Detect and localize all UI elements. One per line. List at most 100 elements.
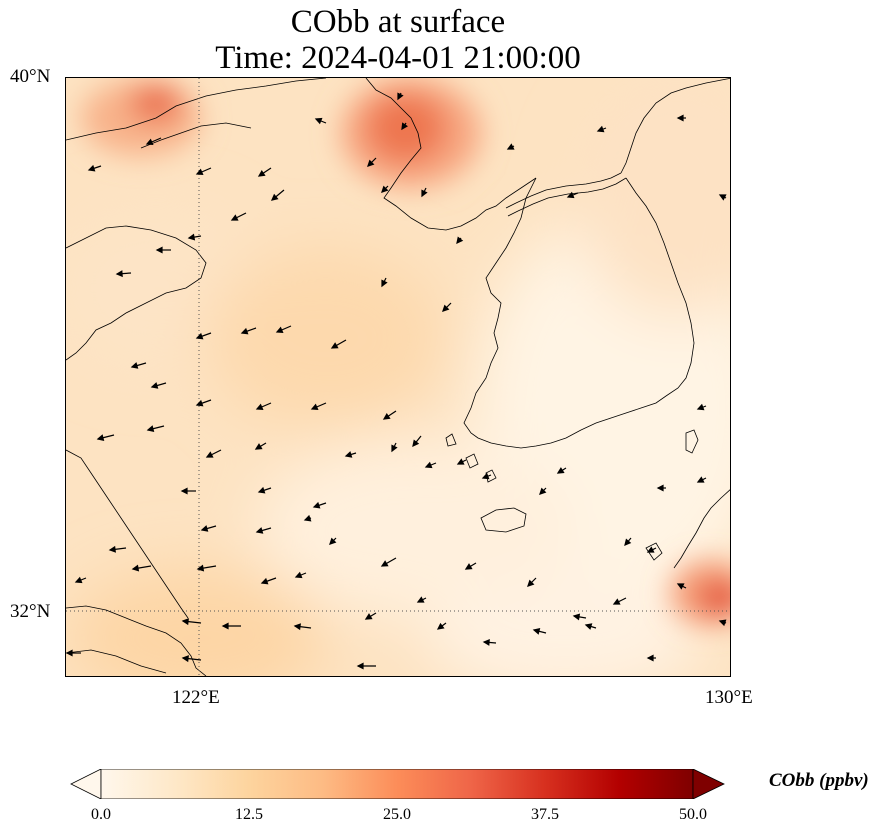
wind-arrow-head xyxy=(181,618,189,626)
wind-arrow-head xyxy=(364,613,373,620)
coastlines xyxy=(66,78,730,676)
wind-arrow-head xyxy=(584,623,593,630)
wind-arrow-head xyxy=(87,164,96,172)
wind-arrow-head xyxy=(195,332,204,340)
colorbar-tick-0: 0.0 xyxy=(91,806,111,823)
wind-arrow-head xyxy=(506,143,515,150)
lon-tick-130: 130°E xyxy=(705,687,753,708)
wind-arrow-head xyxy=(221,622,229,630)
wind-arrow-head xyxy=(718,194,727,201)
wind-arrow-head xyxy=(200,525,209,532)
wind-arrow-head xyxy=(294,571,303,579)
wind-arrow-head xyxy=(196,564,205,572)
colorbar xyxy=(70,769,725,799)
colorbar-extend-min xyxy=(70,769,102,799)
lat-tick-40: 40°N xyxy=(10,66,51,87)
wind-arrow-head xyxy=(391,444,398,453)
wind-arrow-head xyxy=(293,623,301,631)
wind-arrow-head xyxy=(74,576,83,584)
wind-arrow-head xyxy=(464,563,473,570)
wind-vectors xyxy=(66,92,727,670)
wind-arrow-head xyxy=(96,434,105,442)
wind-arrow-head xyxy=(329,537,337,545)
concentration-field xyxy=(66,78,730,676)
lon-tick-122: 122°E xyxy=(172,687,220,708)
map-time-subtitle: Time: 2024-04-01 21:00:00 xyxy=(215,40,581,76)
wind-arrow-head xyxy=(303,514,312,522)
wind-arrow-head xyxy=(382,413,391,420)
colorbar-tick-3: 37.5 xyxy=(531,806,559,823)
wind-arrow-head xyxy=(115,270,123,278)
colorbar-extend-max xyxy=(692,769,725,799)
wind-arrow-head xyxy=(596,125,605,133)
wind-arrow-head xyxy=(155,246,163,254)
wind-arrow-head xyxy=(195,168,204,175)
lat-tick-32: 32°N xyxy=(10,601,51,622)
map-svg xyxy=(66,78,730,676)
wind-arrow-head xyxy=(275,326,284,333)
wind-arrow-head xyxy=(356,662,364,670)
wind-arrow-head xyxy=(131,564,140,572)
plume-hotspots xyxy=(81,78,730,625)
wind-arrow-head xyxy=(205,451,214,458)
wind-arrow-head xyxy=(436,622,445,630)
wind-arrow-head xyxy=(482,639,490,646)
wind-arrow-head xyxy=(539,487,547,495)
wind-arrow-head xyxy=(696,403,705,411)
wind-arrow-head xyxy=(230,214,239,221)
wind-arrow-head xyxy=(270,193,279,201)
wind-arrow-head xyxy=(381,185,389,193)
wind-arrow-head xyxy=(718,619,727,627)
wind-arrow-head xyxy=(456,458,465,465)
wind-arrow-head xyxy=(381,279,388,288)
wind-arrow-head xyxy=(646,654,654,662)
wind-arrow-head xyxy=(646,546,655,553)
wind-arrow-head xyxy=(150,382,159,389)
wind-arrow-head xyxy=(130,362,139,369)
wind-arrow-head xyxy=(481,472,490,480)
wind-arrow-head xyxy=(254,443,263,450)
wind-arrow-head xyxy=(442,304,450,312)
wind-arrow-head xyxy=(255,527,264,534)
colorbar-tick-1: 12.5 xyxy=(235,806,263,823)
colorbar-tick-4: 50.0 xyxy=(679,806,707,823)
wind-arrow-head xyxy=(676,583,685,590)
wind-arrow-head xyxy=(344,451,353,458)
wind-arrow-head xyxy=(696,476,705,483)
wind-arrow-head xyxy=(532,627,541,635)
wind-arrow-head xyxy=(180,487,188,495)
colorbar-tick-2: 25.0 xyxy=(383,806,411,823)
colorbar-label: CObb (ppbv) xyxy=(769,770,869,791)
wind-arrow-head xyxy=(330,342,339,349)
wind-arrow-head xyxy=(612,598,621,605)
wind-arrow-head xyxy=(624,538,632,547)
map-title: CObb at surface xyxy=(290,4,506,40)
wind-arrow-head xyxy=(416,596,425,603)
wind-arrow-head xyxy=(314,117,323,125)
wind-arrow-head xyxy=(187,233,196,241)
wind-arrow-head xyxy=(556,467,565,474)
wind-arrow-head xyxy=(424,461,433,469)
wind-arrow-head xyxy=(572,613,581,621)
map-panel xyxy=(65,77,731,677)
colorbar-gradient xyxy=(100,769,694,799)
wind-arrow-head xyxy=(656,484,664,492)
wind-arrow-head xyxy=(676,114,684,122)
wind-arrow-head xyxy=(181,655,189,663)
wind-arrow-head xyxy=(108,545,116,553)
wind-arrow-head xyxy=(527,579,535,587)
wind-arrow-head xyxy=(367,159,375,167)
wind-arrow-head xyxy=(257,486,266,494)
wind-arrow-head xyxy=(66,649,73,657)
wind-arrow-head xyxy=(380,560,389,567)
wind-arrow-head xyxy=(240,327,249,335)
wind-arrow-head xyxy=(255,403,264,410)
wind-arrow-head xyxy=(566,191,575,199)
wind-arrow-head xyxy=(412,439,420,448)
wind-arrow-head xyxy=(146,425,155,433)
wind-arrow-head xyxy=(312,501,321,509)
wind-arrow-head xyxy=(260,577,269,585)
wind-arrow-head xyxy=(145,138,154,145)
wind-arrow-head xyxy=(397,92,404,101)
wind-arrow-head xyxy=(401,122,408,131)
